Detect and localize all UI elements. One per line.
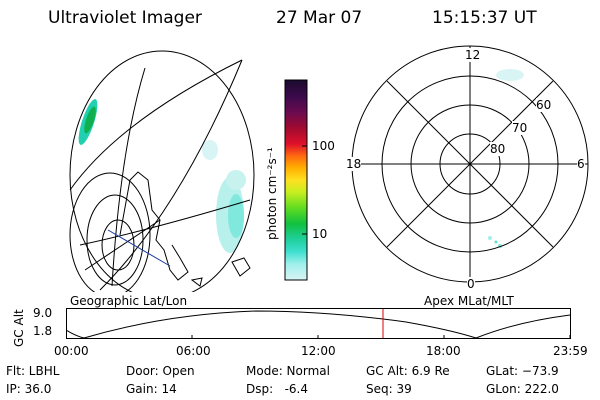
geographic-map	[69, 50, 255, 292]
instrument-title: Ultraviolet Imager	[48, 8, 202, 28]
alt-xtick-1: 06:00	[176, 344, 211, 358]
alt-xtick-3: 18:00	[426, 344, 461, 358]
colorbar-tick-10: 10	[312, 227, 328, 241]
colorbar	[284, 79, 308, 281]
info-gcalt: GC Alt: 6.9 Re	[366, 364, 450, 378]
mlat-label-80: 80	[490, 142, 506, 156]
geo-panel-label: Geographic Lat/Lon	[70, 294, 188, 308]
alt-ytick-top: 9.0	[33, 306, 53, 320]
aurora-emission	[78, 99, 246, 253]
polar-aurora	[488, 69, 524, 248]
info-gain: Gain: 14	[126, 382, 177, 396]
alt-xtick-2: 12:00	[301, 344, 336, 358]
date-label: 27 Mar 07	[276, 8, 363, 28]
info-flt: Flt: LBHL	[6, 364, 60, 378]
info-glon: GLon: 222.0	[486, 382, 559, 396]
altitude-plot	[66, 308, 571, 339]
alt-ytick-bottom: 1.8	[33, 324, 53, 338]
mlt-label-0: 0	[467, 277, 475, 291]
satellite-track	[107, 229, 171, 267]
polar-panel-label: Apex MLat/MLT	[424, 294, 514, 308]
info-door: Door: Open	[126, 364, 195, 378]
mlt-label-12: 12	[465, 48, 481, 62]
altitude-curve	[66, 310, 571, 339]
alt-ylabel: GC Alt	[12, 309, 26, 347]
mlat-label-60: 60	[536, 98, 552, 112]
globe-grid	[69, 50, 255, 292]
colorbar-unit-label: photon cm⁻²s⁻¹	[265, 147, 279, 240]
info-seq: Seq: 39	[366, 382, 412, 396]
alt-xticks	[66, 335, 571, 339]
mlt-label-18: 18	[346, 157, 362, 171]
alt-xtick-4: 23:59	[553, 344, 588, 358]
mlt-label-6: 6	[577, 157, 585, 171]
polar-grid	[351, 45, 589, 283]
alt-xtick-0: 00:00	[54, 344, 89, 358]
info-dsp: Dsp: -6.4	[246, 382, 309, 396]
info-mode: Mode: Normal	[246, 364, 330, 378]
info-ip: IP: 36.0	[6, 382, 52, 396]
colorbar-tick-100: 100	[312, 139, 335, 153]
info-glat: GLat: −73.9	[486, 364, 559, 378]
coastline	[119, 171, 251, 287]
time-label: 15:15:37 UT	[432, 8, 537, 28]
mlat-label-70: 70	[512, 121, 528, 135]
polar-plot	[351, 45, 589, 283]
